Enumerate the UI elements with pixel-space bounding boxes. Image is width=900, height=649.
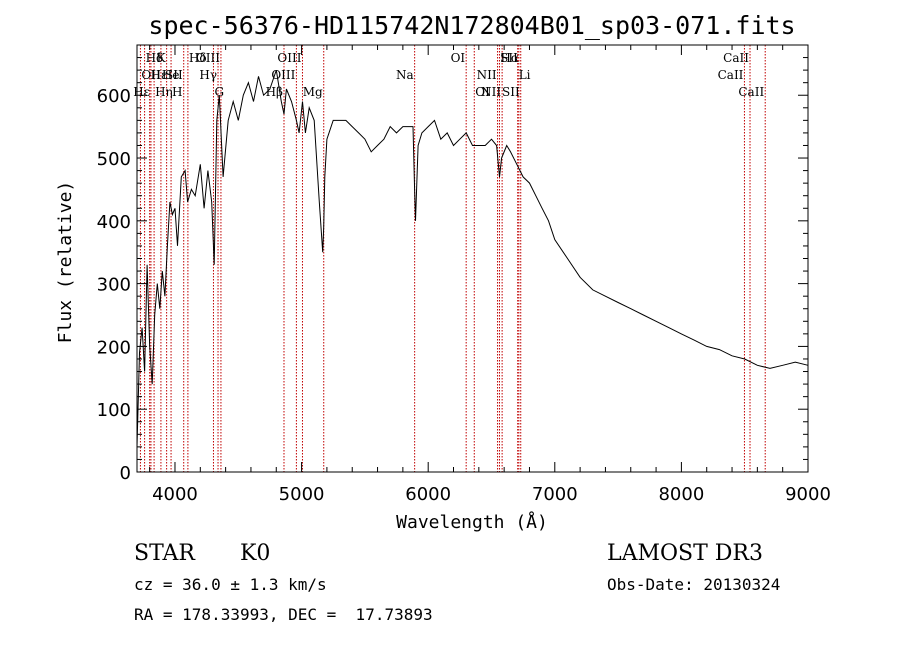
y-tick-label: 200 [97, 337, 131, 358]
line-label: Hγ [199, 68, 217, 82]
line-label: Na [396, 68, 414, 82]
line-label: Hδ [146, 51, 164, 65]
line-label: G [214, 85, 224, 99]
x-axis: 4000 5000 6000 7000 8000 9000 [149, 45, 831, 505]
x-tick-label: 4000 [152, 484, 198, 505]
y-tick-label: 100 [97, 400, 131, 421]
line-label: Mg [303, 85, 323, 99]
line-label: OIII [277, 51, 301, 65]
y-tick-label: 600 [97, 86, 131, 107]
emission-line-markers [139, 45, 766, 472]
line-label: OIII [196, 51, 220, 65]
object-class: STAR [134, 541, 196, 566]
spectrum-line [136, 69, 809, 447]
object-subclass: K0 [240, 541, 270, 566]
y-tick-label: 0 [120, 463, 131, 484]
line-label: SII [165, 68, 183, 82]
line-label: NII [481, 85, 501, 99]
line-label: H [172, 85, 182, 99]
line-label: Li [519, 68, 531, 82]
line-label: SII [500, 51, 518, 65]
redshift-info: cz = 36.0 ± 1.3 km/s [134, 575, 327, 594]
y-tick-label: 500 [97, 149, 131, 170]
x-tick-label: 8000 [658, 484, 704, 505]
y-tick-label: 300 [97, 275, 131, 296]
line-label: CaII [723, 51, 749, 65]
y-tick-label: 400 [97, 212, 131, 233]
y-axis-label: Flux (relative) [55, 181, 76, 344]
line-label: CaII [718, 68, 744, 82]
x-axis-label: Wavelength (Å) [396, 511, 548, 533]
x-tick-label: 9000 [785, 484, 831, 505]
line-label: OI [475, 85, 490, 99]
line-label: NII [477, 68, 497, 82]
survey-name: LAMOST DR3 [607, 541, 763, 566]
line-label: Hη [155, 85, 173, 99]
line-label: OI [451, 51, 466, 65]
line-label: K [157, 51, 167, 65]
line-label: CaII [738, 85, 764, 99]
coordinates: RA = 178.33993, DEC = 17.73893 [134, 605, 433, 624]
line-label: OII [141, 68, 161, 82]
plot-frame [136, 44, 809, 473]
y-axis: 0 100 200 300 400 500 600 [97, 57, 808, 484]
line-label: Hε [133, 85, 150, 99]
line-label: Hε [151, 68, 168, 82]
obs-date: Obs-Date: 20130324 [607, 575, 780, 594]
line-label: Hα [500, 51, 519, 65]
chart-title: spec-56376-HD115742N172804B01_sp03-071.f… [148, 11, 795, 40]
line-label: Hδ [189, 51, 207, 65]
x-tick-label: 7000 [532, 484, 578, 505]
line-label: SII [502, 85, 520, 99]
x-tick-label: 5000 [279, 484, 325, 505]
line-label: He [162, 68, 180, 82]
x-tick-label: 6000 [405, 484, 451, 505]
